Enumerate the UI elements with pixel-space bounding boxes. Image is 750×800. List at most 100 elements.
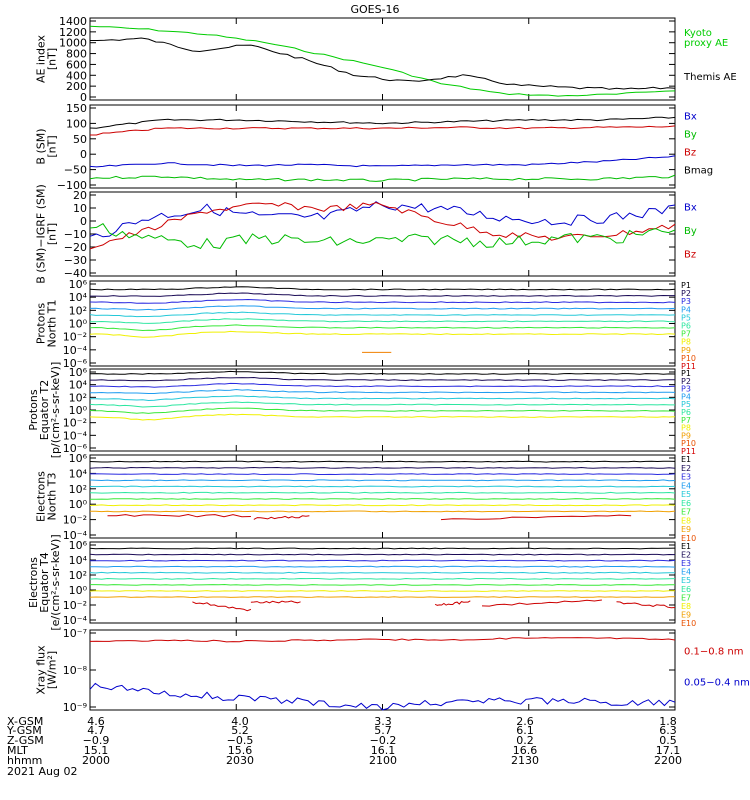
legend-entry: Kyoto [684, 28, 712, 39]
channel-label: P9 [681, 431, 691, 440]
channel-trace [90, 498, 676, 500]
y-tick-label: 10⁻⁴ [63, 429, 88, 442]
channel-trace [89, 473, 676, 476]
channel-label: P11 [681, 447, 696, 456]
channel-trace [90, 388, 676, 394]
channel-trace [89, 324, 676, 332]
ephemeris-label: Y-GSM [6, 724, 42, 737]
y-axis-label: Electrons [27, 557, 40, 608]
y-tick-label: 10⁰ [69, 498, 88, 511]
channel-trace [89, 491, 676, 494]
y-tick-label: 10⁻⁸ [63, 664, 88, 677]
channel-label: P10 [681, 354, 696, 363]
channel-label: E3 [681, 559, 691, 568]
channel-label: E2 [681, 464, 691, 473]
y-tick-label: 10⁻⁶ [63, 442, 88, 455]
channel-label: P1 [681, 281, 691, 290]
y-axis-label: [nT] [46, 48, 59, 70]
channel-label: E1 [681, 455, 691, 464]
ephemeris-value: 6.1 [516, 724, 534, 737]
channel-label: E9 [681, 610, 691, 619]
channel-label: P3 [681, 385, 691, 394]
y-tick-label: 10² [69, 483, 87, 496]
ephemeris-value: −0.5 [227, 734, 254, 747]
ephemeris-value: 15.1 [84, 744, 109, 757]
panel-p1 [89, 280, 676, 367]
panel-frame [89, 280, 676, 367]
ephemeris-value: 4.0 [231, 715, 249, 728]
channel-label: E8 [681, 602, 691, 611]
y-axis-label: AE index [35, 34, 48, 83]
chart-title: GOES-16 [350, 3, 399, 16]
y-axis-label: [nT] [46, 223, 59, 245]
y-tick-label: 10⁴ [69, 554, 88, 567]
channel-trace [89, 504, 676, 507]
y-axis-label: North T1 [46, 300, 59, 348]
channel-trace [89, 460, 676, 463]
ephemeris-value: 15.6 [228, 744, 253, 757]
y-tick-label: 10² [69, 569, 87, 582]
y-tick-label: 600 [66, 58, 87, 71]
panel-p2 [89, 368, 676, 452]
y-tick-label: −40 [64, 267, 87, 280]
channel-label: P11 [681, 362, 696, 371]
channel-label: P4 [681, 305, 691, 314]
channel-trace [89, 510, 676, 513]
e9-trace [616, 601, 676, 609]
y-axis-label: North T3 [46, 473, 59, 521]
y-axis-label: Protons [27, 389, 40, 430]
channel-label: E5 [681, 490, 691, 499]
legend-entry: Bmag [684, 166, 713, 177]
y-tick-label: 10⁴ [69, 467, 88, 480]
channel-label: P6 [681, 322, 691, 331]
y-tick-label: 10⁰ [69, 404, 88, 417]
y-tick-label: 200 [66, 80, 87, 93]
channel-trace [89, 596, 675, 599]
y-tick-label: 10⁻⁴ [63, 344, 88, 357]
legend-entry: proxy AE [684, 38, 728, 49]
y-tick-label: −100 [57, 179, 87, 192]
y-tick-label: 50 [73, 133, 87, 146]
y-tick-label: 400 [66, 69, 87, 82]
channel-trace [89, 466, 676, 469]
channel-trace [89, 590, 675, 592]
channel-label: P5 [681, 400, 691, 409]
channel-trace [89, 407, 676, 414]
ephemeris-label: X-GSM [7, 715, 43, 728]
y-tick-label: 10⁻² [63, 331, 87, 344]
legend-entry: 0.05−0.4 nm [684, 677, 750, 688]
y-axis-label: Protons [35, 303, 48, 344]
channel-trace [89, 547, 676, 550]
y-tick-label: 10² [69, 391, 87, 404]
y-axis-label: B (SM)−IGRF (SM) [35, 184, 48, 284]
channel-label: P9 [681, 346, 691, 355]
y-tick-label: 1200 [59, 26, 87, 39]
y-tick-label: 10⁻² [63, 417, 87, 430]
channel-trace [89, 305, 676, 311]
y-tick-label: 1000 [59, 37, 87, 50]
channel-trace [89, 485, 676, 488]
y-tick-label: 10⁻⁷ [63, 627, 87, 640]
channel-label: P4 [681, 392, 691, 401]
y-axis-label: [nT] [46, 135, 59, 157]
channel-trace [89, 553, 676, 556]
channel-trace [89, 395, 676, 402]
y-tick-label: 0 [80, 215, 87, 228]
channel-label: E2 [681, 551, 691, 560]
y-tick-label: 10⁰ [69, 584, 88, 597]
y-axis-label: [W/m²] [46, 651, 59, 689]
e9-trace [434, 600, 471, 606]
ephemeris-value: 6.3 [659, 724, 677, 737]
panel-bsm [89, 104, 676, 189]
y-tick-label: 10² [69, 304, 87, 317]
y-tick-label: 1400 [59, 15, 87, 28]
channel-label: P8 [681, 424, 691, 433]
channel-label: E5 [681, 576, 691, 585]
ephemeris-value: 1.8 [659, 715, 677, 728]
e9-trace [192, 601, 252, 612]
legend-entry: Bz [684, 249, 696, 260]
ephemeris-value: 5.2 [231, 724, 249, 737]
channel-trace [89, 479, 676, 482]
ephemeris-value: −0.9 [83, 734, 110, 747]
channel-trace [89, 571, 676, 574]
